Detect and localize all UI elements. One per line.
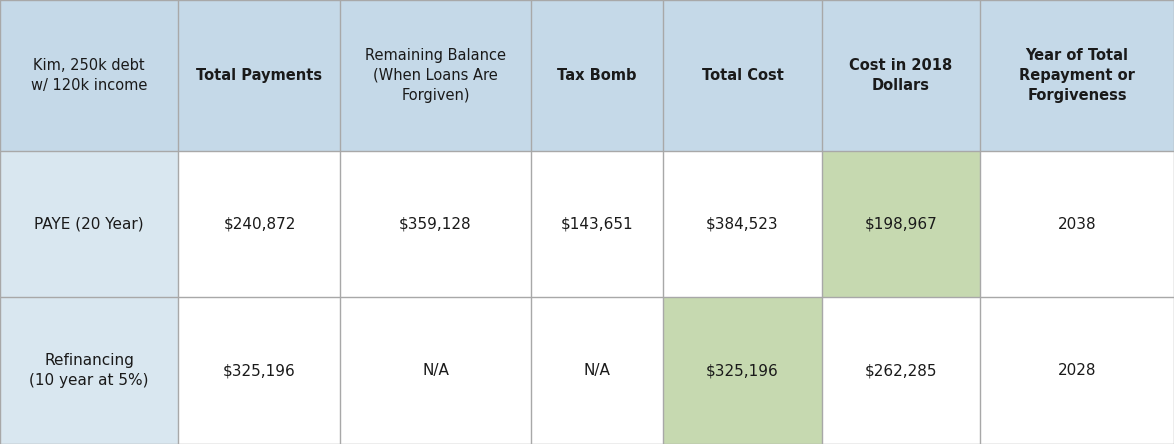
Text: Refinancing
(10 year at 5%): Refinancing (10 year at 5%) xyxy=(29,353,149,388)
Text: $143,651: $143,651 xyxy=(561,217,633,232)
Bar xyxy=(663,297,822,444)
Bar xyxy=(178,151,340,297)
Text: Tax Bomb: Tax Bomb xyxy=(558,68,636,83)
Text: Total Cost: Total Cost xyxy=(702,68,783,83)
Bar xyxy=(340,0,531,151)
Bar xyxy=(340,297,531,444)
Text: 2038: 2038 xyxy=(1058,217,1097,232)
Text: $262,285: $262,285 xyxy=(865,363,937,378)
Bar xyxy=(980,151,1174,297)
Bar xyxy=(822,297,980,444)
Bar xyxy=(340,151,531,297)
Text: N/A: N/A xyxy=(583,363,610,378)
Text: Year of Total
Repayment or
Forgiveness: Year of Total Repayment or Forgiveness xyxy=(1019,48,1135,103)
Bar xyxy=(531,151,663,297)
Text: $198,967: $198,967 xyxy=(865,217,937,232)
Text: $384,523: $384,523 xyxy=(707,217,778,232)
Text: Kim, 250k debt
w/ 120k income: Kim, 250k debt w/ 120k income xyxy=(31,58,148,93)
Text: $359,128: $359,128 xyxy=(399,217,472,232)
Bar xyxy=(531,297,663,444)
Bar xyxy=(980,0,1174,151)
Bar xyxy=(178,0,340,151)
Text: PAYE (20 Year): PAYE (20 Year) xyxy=(34,217,144,232)
Text: $325,196: $325,196 xyxy=(223,363,296,378)
Text: $240,872: $240,872 xyxy=(223,217,296,232)
Bar xyxy=(980,297,1174,444)
Bar xyxy=(663,151,822,297)
Text: Cost in 2018
Dollars: Cost in 2018 Dollars xyxy=(850,58,952,93)
Bar xyxy=(0,151,178,297)
Text: N/A: N/A xyxy=(423,363,448,378)
Bar xyxy=(531,0,663,151)
Bar xyxy=(0,0,178,151)
Bar xyxy=(0,297,178,444)
Bar xyxy=(822,0,980,151)
Bar xyxy=(178,297,340,444)
Bar xyxy=(663,0,822,151)
Text: $325,196: $325,196 xyxy=(707,363,778,378)
Bar xyxy=(822,151,980,297)
Text: 2028: 2028 xyxy=(1058,363,1097,378)
Text: Total Payments: Total Payments xyxy=(196,68,323,83)
Text: Remaining Balance
(When Loans Are
Forgiven): Remaining Balance (When Loans Are Forgiv… xyxy=(365,48,506,103)
